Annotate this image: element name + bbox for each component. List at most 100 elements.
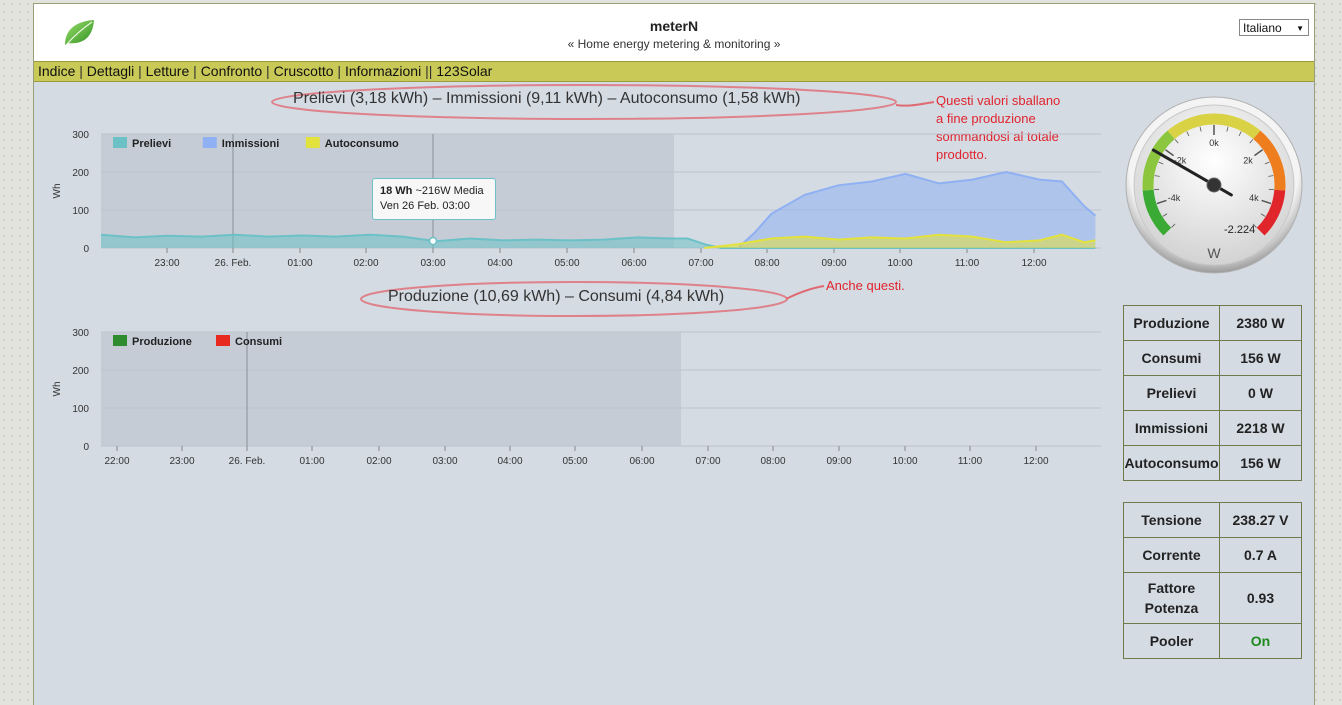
stat-label: Consumi <box>1123 340 1220 376</box>
table-row: Autoconsumo 156 W <box>1123 445 1302 481</box>
stat-value: 0 W <box>1219 375 1302 411</box>
electric-stats-table: Tensione 238.27 V Corrente 0.7 A Fattore P… <box>1123 502 1302 659</box>
y-tick-label: 0 <box>83 244 89 255</box>
gauge-tick <box>1238 131 1242 137</box>
gauge-tick-label: -4k <box>1168 193 1181 203</box>
series-area-immissioni <box>737 172 1096 248</box>
gauge-tick <box>1186 131 1190 137</box>
gauge-tick-label: -2k <box>1174 155 1187 165</box>
annotation-note-2: Anche questi. <box>826 278 905 293</box>
annotation1-line <box>896 101 935 107</box>
gauge-tick <box>1171 223 1176 228</box>
leaf-logo-icon <box>65 20 94 45</box>
gauge-tick <box>1226 126 1229 132</box>
y-tick-label: 300 <box>72 130 89 141</box>
x-tick-label: 04:00 <box>497 456 522 467</box>
gauge-tick <box>1264 161 1270 165</box>
gauge-tick <box>1260 213 1266 217</box>
x-tick-label: 11:00 <box>958 456 983 467</box>
stat-label: Pooler <box>1123 623 1220 659</box>
gauge-band-green <box>1142 189 1172 236</box>
header: meterN « Home energy metering & monitori… <box>34 3 1314 62</box>
chart2-title: Produzione (10,69 kWh) – Consumi (4,84 k… <box>388 288 725 305</box>
stat-label: Prelievi <box>1123 375 1220 411</box>
gauge-band-red <box>1256 189 1286 236</box>
chart1-title-highlight <box>271 84 897 120</box>
y-tick-label: 200 <box>72 168 89 179</box>
chart1-title: Prelievi (3,18 kWh) – Immissioni (9,11 k… <box>293 90 801 107</box>
app-subtitle: « Home energy metering & monitoring » <box>567 37 781 51</box>
stat-label: Tensione <box>1123 502 1220 538</box>
x-tick-label: 22:00 <box>104 456 129 467</box>
language-select[interactable]: Italiano ▼ <box>1239 19 1309 36</box>
x-tick-label: 06:00 <box>621 258 646 269</box>
gauge-band-lightgreen <box>1142 130 1175 191</box>
x-tick-label: 12:00 <box>1023 456 1048 467</box>
x-tick-label: 02:00 <box>366 456 391 467</box>
y-tick-label: 100 <box>72 404 89 415</box>
gauge-tick-label: 4k <box>1249 193 1259 203</box>
stat-value: 238.27 V <box>1219 502 1302 538</box>
x-tick-label: 01:00 <box>287 258 312 269</box>
nav-confronto[interactable]: Confronto <box>200 63 263 79</box>
gauge-tick <box>1254 149 1263 157</box>
stat-value: 156 W <box>1219 445 1302 481</box>
gauge-tick <box>1261 199 1272 205</box>
gauge-tick-label: 2k <box>1243 155 1253 165</box>
legend-item-autoconsumo: Autoconsumo <box>325 138 399 150</box>
stat-label: Corrente <box>1123 537 1220 573</box>
nav-dettagli[interactable]: Dettagli <box>86 63 135 79</box>
chart-tooltip: 18 Wh ~216W Media Ven 26 Feb. 03:00 <box>372 178 496 220</box>
x-tick-label: 08:00 <box>760 456 785 467</box>
power-gauge: -4k -2k 0k 2k 4k -2.224 W <box>1125 96 1303 274</box>
x-tick-label: 07:00 <box>695 456 720 467</box>
gauge-tick <box>1158 161 1164 165</box>
x-tick-label: 08:00 <box>754 258 779 269</box>
gauge-unit-label: W <box>1207 245 1221 261</box>
x-tick-label: 23:00 <box>154 258 179 269</box>
main-nav: Indice | Dettagli | Letture | Confronto … <box>34 61 1314 82</box>
chart2-area-chart: 0 100 200 300 Wh 22:00 23:00 26. Feb. 01:00 02:00… <box>52 328 1101 467</box>
nav-informazioni[interactable]: Informazioni <box>344 63 422 79</box>
legend-swatch <box>202 137 217 148</box>
power-stats-table: Produzione 2380 W Consumi 156 W Prelievi 0 … <box>1123 305 1302 481</box>
stat-value: 0.93 <box>1219 572 1302 624</box>
gauge-tick <box>1268 175 1274 177</box>
x-tick-label: 26. Feb. <box>229 456 266 467</box>
x-tick-label: 26. Feb. <box>215 258 252 269</box>
app-title: meterN <box>649 18 699 34</box>
x-tick-label: 03:00 <box>420 258 445 269</box>
x-tick-label: 10:00 <box>892 456 917 467</box>
x-tick-label: 05:00 <box>554 258 579 269</box>
legend-item-prelievi: Prelievi <box>132 138 171 150</box>
y-tick-label: 100 <box>72 206 89 217</box>
series-line-immissioni <box>737 170 1097 249</box>
stat-value: 2380 W <box>1219 305 1302 341</box>
table-row: Produzione 2380 W <box>1123 305 1302 341</box>
gauge-band-orange <box>1253 130 1286 191</box>
series-area-prelievi <box>101 234 1096 248</box>
stat-value: 156 W <box>1219 340 1302 376</box>
legend-swatch <box>113 137 127 148</box>
nav-123solar[interactable]: 123Solar <box>436 63 493 79</box>
nav-indice[interactable]: Indice <box>38 63 76 79</box>
x-tick-label: 12:00 <box>1021 258 1046 269</box>
table-row: Immissioni 2218 W <box>1123 410 1302 446</box>
stat-value: 2218 W <box>1219 410 1302 446</box>
gauge-tick <box>1154 175 1160 177</box>
x-tick-label: 11:00 <box>955 258 980 269</box>
app-container: meterN « Home energy metering & monitori… <box>33 3 1315 705</box>
stat-label: Autoconsumo <box>1123 445 1220 481</box>
gauge-band-yellow <box>1167 113 1261 140</box>
x-tick-label: 07:00 <box>688 258 713 269</box>
stat-label: Immissioni <box>1123 410 1220 446</box>
tooltip-point <box>428 236 438 246</box>
y-tick-label: 300 <box>72 328 89 339</box>
y-tick-label: 0 <box>83 442 89 453</box>
stat-value: 0.7 A <box>1219 537 1302 573</box>
history-band <box>101 332 681 446</box>
nav-letture[interactable]: Letture <box>145 63 190 79</box>
table-row: Prelievi 0 W <box>1123 375 1302 411</box>
nav-cruscotto[interactable]: Cruscotto <box>273 63 334 79</box>
x-tick-label: 09:00 <box>826 456 851 467</box>
